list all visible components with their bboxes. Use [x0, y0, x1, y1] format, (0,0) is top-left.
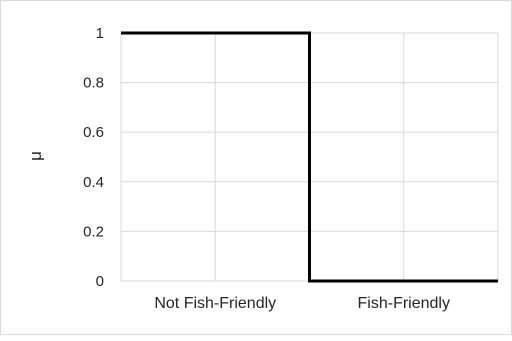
y-tick-label: 1	[96, 25, 104, 42]
y-tick-label: 0.8	[83, 75, 104, 92]
y-tick-label: 0	[96, 273, 104, 290]
y-tick-label: 0.4	[83, 174, 104, 191]
y-tick-label: 0.6	[83, 124, 104, 141]
x-category-labels: Not Fish-Friendly Fish-Friendly	[154, 295, 450, 312]
series-layer	[121, 31, 498, 283]
y-axis-title: μ	[26, 151, 45, 161]
y-tick-label: 0.2	[83, 223, 104, 240]
x-category-label: Not Fish-Friendly	[154, 295, 276, 312]
y-tick-labels: 0 0.2 0.4 0.6 0.8 1	[83, 25, 104, 290]
series-line	[121, 31, 498, 283]
x-category-label: Fish-Friendly	[358, 295, 450, 312]
